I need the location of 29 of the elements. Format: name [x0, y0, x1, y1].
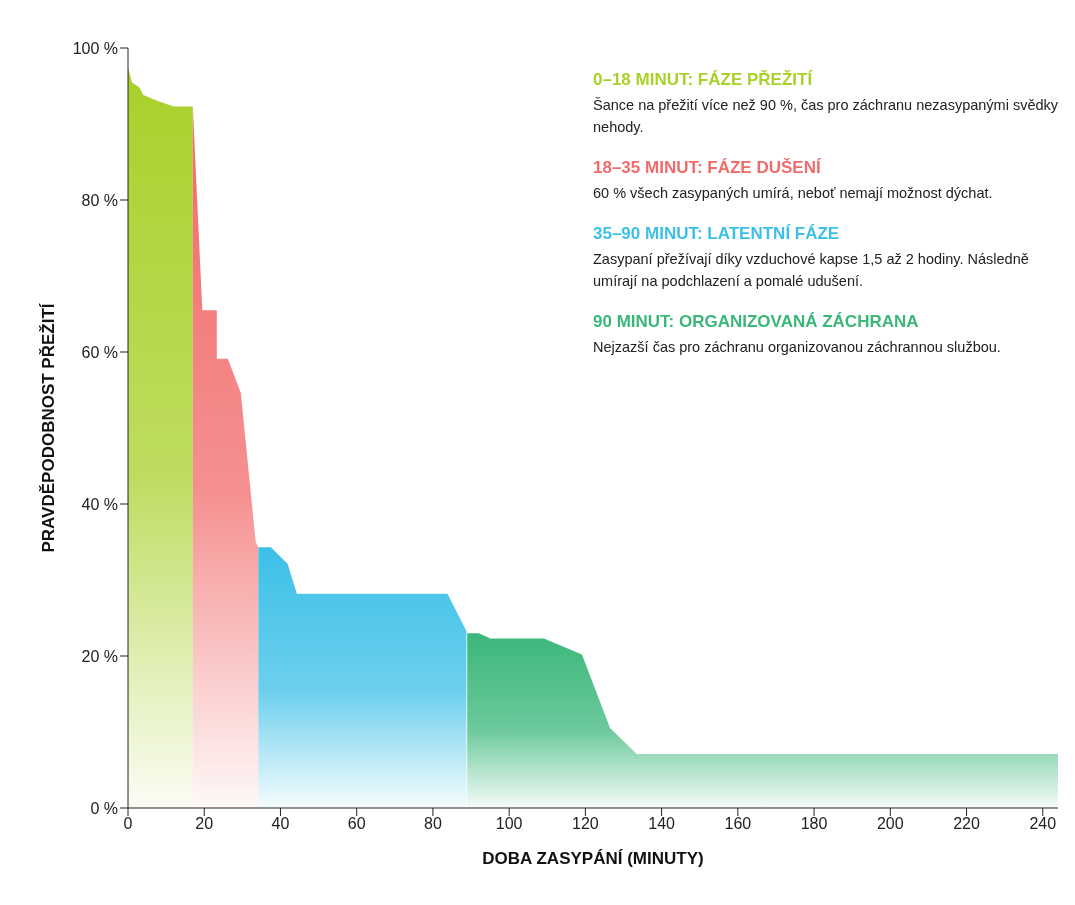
annotation: Zasypaní přežívají díky vzduchové kapse 1,5 až 2 hodiny. Následně umírají na podchlazení a pomalé udušení.: [593, 250, 1030, 291]
x-tick-label: 180: [800, 815, 828, 833]
x-tick-label: 120: [572, 815, 599, 833]
y-tick-label: 0 %: [90, 799, 118, 817]
x-tick-label: 20: [195, 815, 214, 833]
x-tick-label: 140: [648, 815, 676, 833]
y-axis-title: PRAVDĚPODOBNOST PŘEŽITÍ: [39, 302, 59, 553]
annotation: Nejzazší čas pro záchranu organizovanou záchrannou službou.: [593, 338, 1002, 357]
x-axis-title: DOBA ZASYPÁNÍ (MINUTY): [482, 849, 704, 868]
x-tick-label: 100: [495, 815, 523, 833]
y-tick-label: 40 %: [81, 495, 118, 513]
annotation: Šance na přežití více než 90 %, čas pro záchranu nezasypanými svědky nehody.: [593, 96, 1060, 137]
x-tick-label: 240: [1029, 815, 1057, 833]
annotation: 60 % všech zasypaných umírá, neboť nemají možnost dýchat.: [593, 184, 994, 203]
annotation: 0–18 MINUT: FÁZE PŘEŽITÍ: [593, 70, 814, 90]
x-tick-label: 0: [123, 815, 133, 833]
annotation: 18–35 MINUT: FÁZE DUŠENÍ: [593, 158, 822, 178]
x-tick-label: 40: [271, 815, 290, 833]
annotation: 35–90 MINUT: LATENTNÍ FÁZE: [593, 224, 841, 244]
x-tick-label: 220: [953, 815, 980, 833]
x-tick-label: 160: [724, 815, 752, 833]
x-tick-label: 200: [876, 815, 904, 833]
y-tick-label: 60 %: [81, 343, 118, 361]
y-tick-label: 20 %: [81, 647, 118, 665]
y-tick-label: 100 %: [72, 39, 118, 57]
annotation: 90 MINUT: ORGANIZOVANÁ ZÁCHRANA: [593, 312, 920, 332]
x-tick-label: 60: [347, 815, 366, 833]
y-tick-label: 80 %: [81, 191, 118, 209]
x-tick-label: 80: [424, 815, 442, 833]
